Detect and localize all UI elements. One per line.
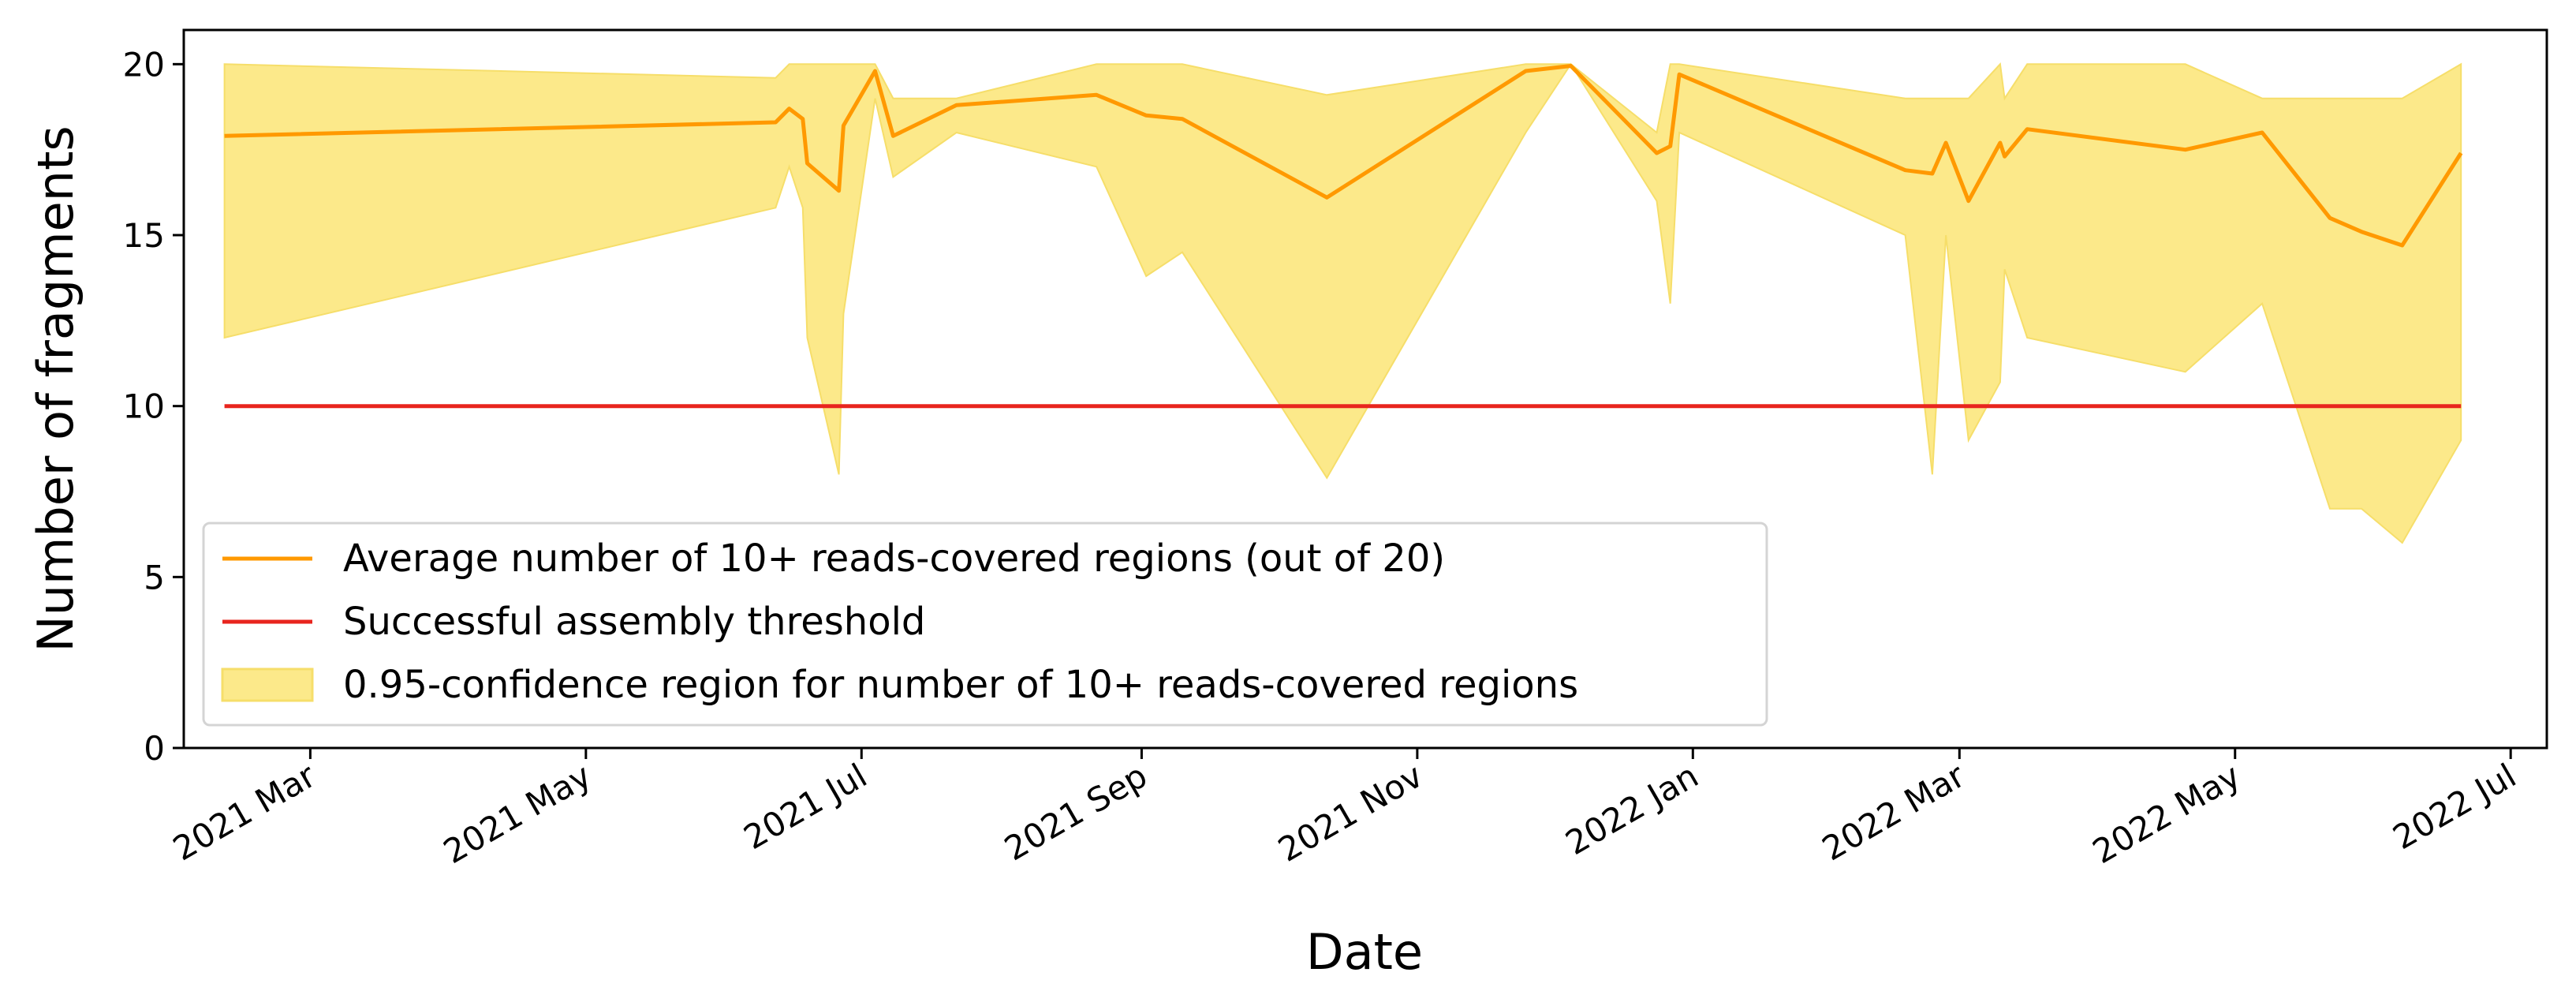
- average-point: [1998, 140, 2003, 145]
- legend: Average number of 10+ reads-covered regi…: [202, 522, 1768, 727]
- average-point: [2328, 215, 2332, 220]
- x-tick-label: 2022 Mar: [1816, 756, 1972, 869]
- average-point: [2260, 130, 2264, 135]
- x-tick-label: 2021 Jul: [737, 756, 874, 857]
- x-tick-label: 2022 Jan: [1559, 756, 1705, 862]
- average-point: [787, 107, 792, 111]
- average-line: [224, 64, 2463, 248]
- y-axis: 0 5 10 15 20: [123, 45, 184, 768]
- y-tick-label: 20: [123, 45, 165, 84]
- average-point: [773, 120, 778, 125]
- average-point: [2025, 127, 2029, 132]
- average-point: [1930, 171, 1935, 176]
- x-tick-label: 2021 Nov: [1271, 756, 1429, 869]
- average-point: [1180, 117, 1185, 122]
- y-tick-label: 5: [144, 558, 165, 596]
- y-axis-label: Number of fragments: [27, 125, 84, 652]
- x-axis-label: Date: [1306, 923, 1423, 981]
- legend-label-average: Average number of 10+ reads-covered regi…: [343, 537, 1445, 581]
- average-point: [2003, 154, 2007, 159]
- average-point: [873, 69, 878, 73]
- x-tick-label: 2022 Jul: [2387, 756, 2523, 857]
- x-tick-label: 2021 Mar: [166, 756, 323, 869]
- average-point: [1523, 69, 1528, 73]
- average-point: [1966, 199, 1971, 204]
- average-point: [1144, 113, 1148, 118]
- average-point: [2183, 148, 2188, 152]
- average-point: [1655, 151, 1659, 155]
- legend-box: [202, 522, 1768, 727]
- average-point: [837, 189, 842, 193]
- confidence-band: [223, 62, 2462, 544]
- average-point: [2458, 151, 2463, 155]
- average-point: [2400, 243, 2405, 248]
- average-point: [954, 103, 959, 107]
- average-point: [222, 133, 227, 138]
- average-point: [1094, 92, 1099, 97]
- legend-label-band: 0.95-confidence region for number of 10+…: [343, 663, 1578, 707]
- plot-marks: [222, 62, 2463, 544]
- average-point: [801, 117, 805, 122]
- legend-swatch-band: [221, 668, 314, 702]
- x-tick-label: 2021 Sep: [998, 756, 1153, 868]
- legend-label-threshold: Successful assembly threshold: [343, 600, 925, 644]
- average-point: [1324, 195, 1329, 200]
- plot-frame: [182, 28, 2548, 750]
- y-tick-label: 0: [144, 729, 165, 768]
- average-point: [1943, 140, 1948, 145]
- x-axis: 2021 Mar 2021 May 2021 Jul 2021 Sep 2021 Nov…: [166, 748, 2522, 871]
- average-point: [890, 133, 895, 138]
- average-point: [1668, 144, 1673, 148]
- y-tick-label: 15: [123, 216, 165, 255]
- average-point: [2359, 230, 2364, 234]
- y-tick-label: 10: [123, 387, 165, 426]
- average-point: [1569, 64, 1574, 69]
- average-point: [805, 161, 810, 166]
- x-tick-label: 2022 May: [2086, 756, 2247, 871]
- average-point: [1677, 72, 1682, 77]
- x-tick-label: 2021 May: [437, 756, 598, 871]
- average-point: [1903, 168, 1908, 173]
- average-point: [841, 123, 846, 128]
